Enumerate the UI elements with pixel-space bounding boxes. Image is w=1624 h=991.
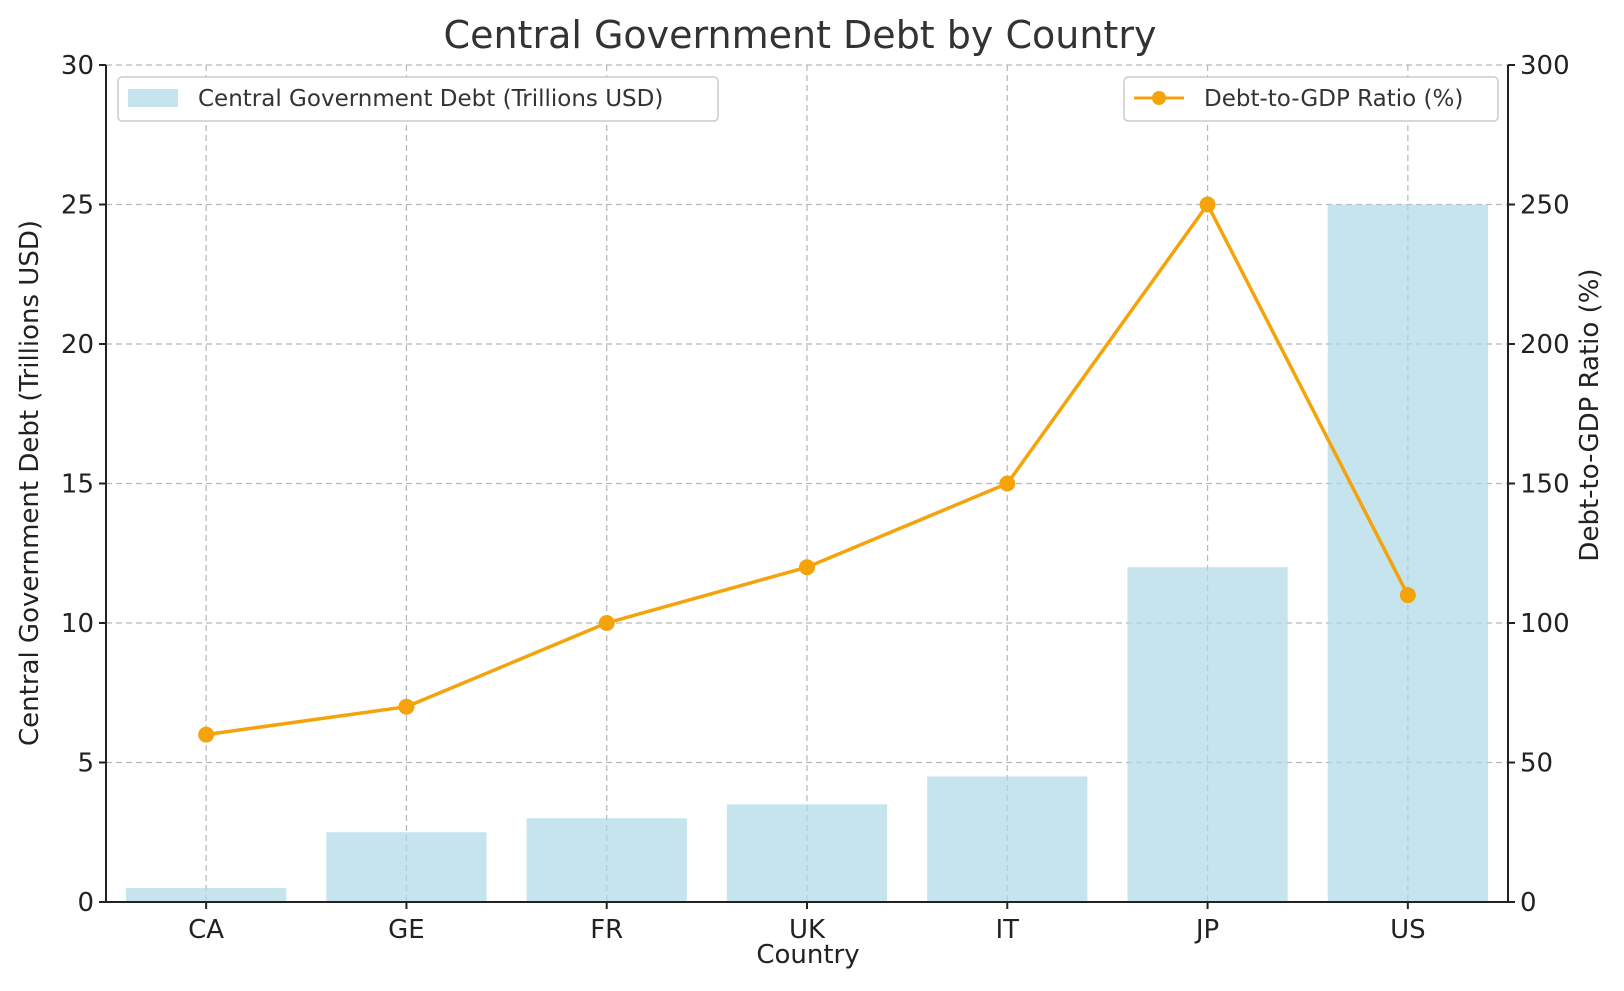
ratio-point-it (999, 475, 1016, 492)
bar-us (1327, 204, 1488, 902)
x-tick-label: UK (789, 915, 826, 945)
legend-bars: Central Government Debt (Trillions USD) (117, 76, 719, 122)
y-left-tick-label: 15 (61, 470, 94, 500)
x-tick-labels: CA GE FR UK IT JP US (188, 902, 1426, 945)
y-right-tick-label: 300 (1520, 51, 1570, 81)
y-left-tick-label: 10 (61, 609, 94, 639)
ratio-point-fr (598, 615, 615, 631)
ratio-point-jp (1199, 196, 1216, 213)
ratio-point-uk (799, 559, 815, 576)
bar-jp (1127, 567, 1288, 902)
y-axis-left-label: Central Government Debt (Trillions USD) (15, 220, 45, 746)
legend-bar-swatch (128, 89, 178, 107)
ratio-point-ge (398, 698, 415, 715)
y-right-tick-label: 250 (1520, 191, 1570, 221)
y-axis-right-label: Debt-to-GDP Ratio (%) (1575, 268, 1605, 561)
bar-ca (126, 888, 287, 902)
line-layer (198, 196, 1416, 743)
legend-line-marker (1152, 91, 1166, 105)
y-right-tick-labels: 0 50 100 150 200 250 300 (1508, 51, 1570, 918)
y-right-tick-label: 200 (1520, 330, 1570, 360)
bar-uk (726, 804, 888, 902)
bar-fr (526, 818, 687, 902)
x-tick-label: IT (996, 915, 1020, 945)
y-right-tick-label: 50 (1520, 749, 1553, 779)
legend-bar-label: Central Government Debt (Trillions USD) (198, 86, 663, 112)
y-left-tick-label: 25 (61, 191, 94, 221)
x-tick-label: JP (1194, 915, 1219, 945)
y-left-tick-labels: 0 5 10 15 20 25 30 (61, 51, 106, 918)
bar-ge (326, 832, 487, 902)
ratio-point-us (1399, 587, 1416, 604)
x-tick-label: CA (188, 915, 224, 945)
y-left-tick-label: 30 (61, 51, 94, 81)
y-right-tick-label: 0 (1520, 888, 1537, 918)
y-left-tick-label: 5 (77, 749, 94, 779)
bars-layer (126, 204, 1488, 902)
x-tick-label: US (1390, 915, 1426, 945)
legend-line-label: Debt-to-GDP Ratio (%) (1204, 86, 1463, 112)
y-left-tick-label: 0 (77, 888, 94, 918)
bar-it (927, 776, 1088, 902)
y-left-tick-label: 20 (61, 330, 94, 360)
x-tick-label: FR (590, 915, 623, 945)
x-tick-label: GE (388, 915, 425, 945)
legend-line: Debt-to-GDP Ratio (%) (1123, 76, 1499, 122)
chart-title: Central Government Debt by Country (444, 13, 1157, 57)
y-right-tick-label: 150 (1520, 470, 1570, 500)
x-axis-label: Country (756, 940, 859, 970)
grid-layer (106, 64, 1508, 902)
y-right-tick-label: 100 (1520, 609, 1570, 639)
ratio-point-ca (198, 726, 215, 743)
